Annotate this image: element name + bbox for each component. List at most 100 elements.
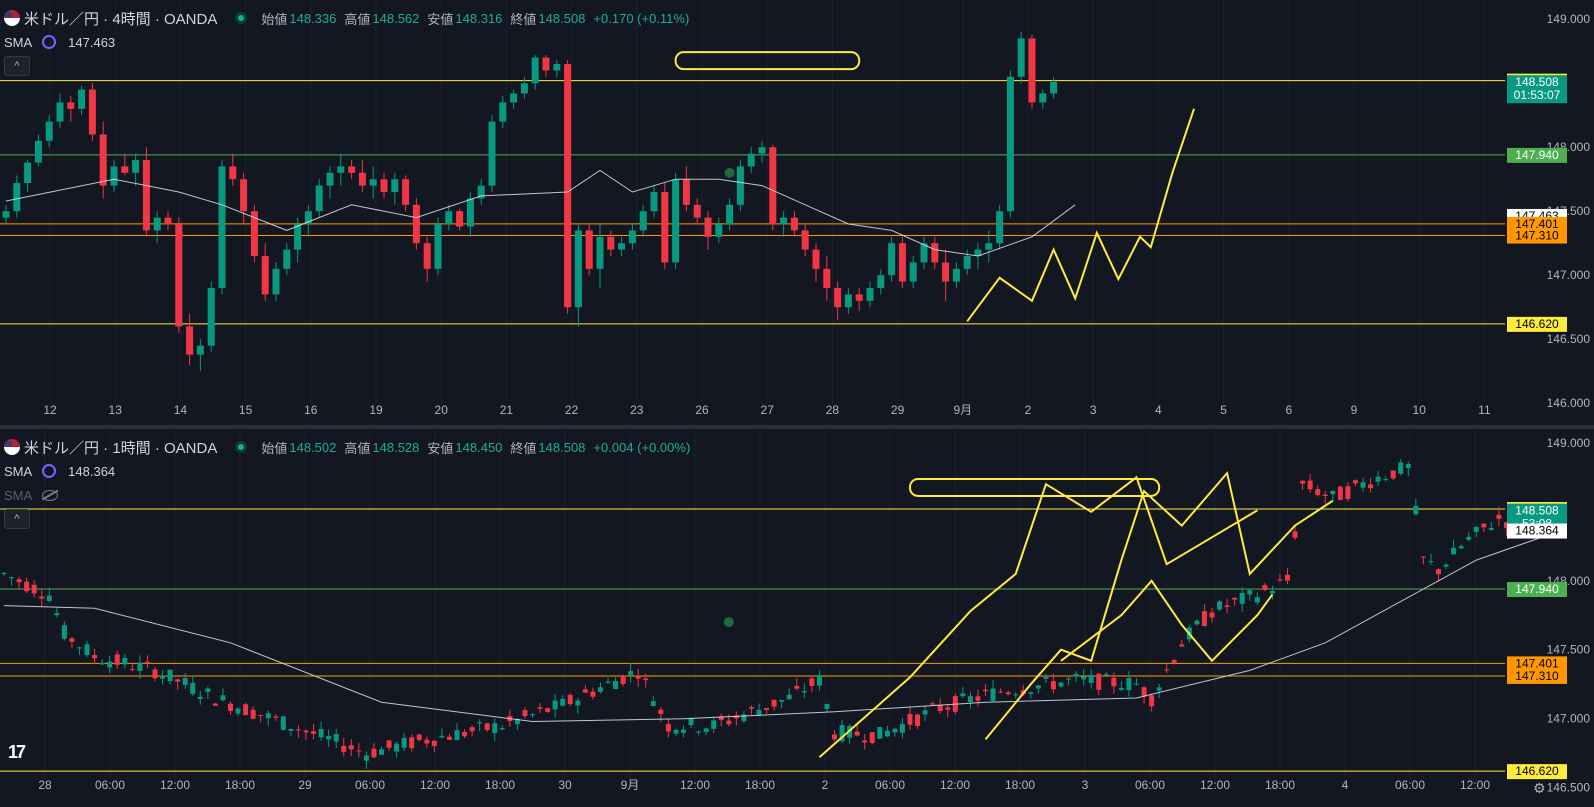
- candle-body: [748, 707, 754, 709]
- x-tick-label: 28: [826, 403, 840, 417]
- price-tag-label: 146.620: [1515, 764, 1559, 778]
- indicator-name[interactable]: SMA: [4, 463, 33, 479]
- candle-body: [1277, 579, 1283, 581]
- candle-body: [963, 256, 971, 269]
- alert-marker: [723, 617, 734, 628]
- candle-body: [1443, 564, 1449, 567]
- candle-body: [786, 694, 792, 700]
- chevron-up-icon: ^: [14, 513, 20, 525]
- candle-body: [888, 243, 896, 276]
- candle-body: [756, 709, 762, 716]
- candle-body: [273, 716, 279, 718]
- candle-body: [265, 713, 271, 719]
- x-tick-label: 18:00: [225, 778, 255, 792]
- x-tick-label: 15: [239, 403, 253, 417]
- candle-body: [283, 249, 291, 269]
- candle-body: [585, 230, 593, 269]
- candle-body: [1039, 93, 1047, 103]
- candle-body: [1118, 687, 1124, 690]
- x-tick-label: 22: [565, 403, 579, 417]
- candle-body: [401, 737, 407, 748]
- chart-pane-4h[interactable]: 149.000 148.000 147.500 147.000 146.500 146.0…: [0, 0, 1594, 425]
- candle-body: [1292, 531, 1298, 538]
- candle-body: [1141, 687, 1147, 697]
- x-tick-label: 29: [298, 778, 312, 792]
- price-tag-label: 147.401: [1515, 656, 1559, 670]
- candle-body: [607, 236, 615, 250]
- candle-body: [311, 731, 317, 734]
- candle-body: [688, 718, 694, 726]
- candle-body: [884, 730, 890, 737]
- eye-off-icon[interactable]: [42, 489, 59, 501]
- candle-body: [639, 211, 647, 231]
- candle-body: [1488, 527, 1494, 530]
- candle-body: [1503, 522, 1509, 529]
- candle-body: [153, 217, 161, 231]
- candle-body: [1164, 669, 1170, 671]
- candle-body: [1103, 674, 1109, 676]
- symbol-title[interactable]: 米ドル／円 · 4時間 · OANDA: [24, 10, 218, 28]
- candle-body: [31, 584, 37, 594]
- candle-body: [596, 236, 604, 269]
- chart-canvas-4h[interactable]: 149.000148.000147.500147.000146.500146.0…: [0, 0, 1594, 425]
- x-tick-label: 2: [822, 778, 829, 792]
- candle-body: [866, 288, 874, 301]
- candle-body: [326, 736, 332, 740]
- indicator-name[interactable]: SMA: [4, 34, 33, 50]
- candle-body: [661, 192, 669, 263]
- candle-body: [333, 734, 339, 742]
- collapse-legend-button[interactable]: ^: [4, 509, 30, 529]
- candle-body: [1111, 677, 1117, 687]
- candle-body: [769, 147, 777, 225]
- candle-body: [1201, 611, 1207, 627]
- ohlc-high-value: 148.528: [372, 439, 420, 455]
- candle-body: [34, 140, 42, 163]
- candle-body: [409, 737, 415, 749]
- candle-body: [1058, 682, 1064, 687]
- chart-pane-1h[interactable]: 149.000 148.000 147.500 147.000 146.500 28 06:…: [0, 429, 1594, 807]
- candle-body: [575, 700, 581, 706]
- collapse-legend-button[interactable]: ^: [4, 56, 30, 76]
- loading-icon: [42, 35, 57, 49]
- symbol-title[interactable]: 米ドル／円 · 1時間 · OANDA: [24, 439, 218, 457]
- candle-body: [643, 678, 649, 681]
- candle-body: [520, 83, 528, 94]
- candle-body: [839, 725, 845, 742]
- candle-body: [1066, 678, 1072, 680]
- candle-body: [741, 714, 747, 722]
- candle-body: [931, 243, 939, 263]
- candle-body: [326, 172, 334, 186]
- price-tag-bg: [1507, 228, 1567, 244]
- price-tag-bg: [1507, 147, 1567, 163]
- price-tag-label: 146.620: [1515, 317, 1559, 331]
- candle-body: [790, 217, 798, 231]
- candle-body: [16, 579, 22, 583]
- candle-body: [650, 192, 658, 212]
- ohlc-change: +0.004 (+0.00%): [593, 439, 691, 455]
- candle-body: [975, 696, 981, 701]
- legend-1h: 米ドル／円 · 1時間 · OANDA 始値 148.502 高値 148.528 …: [4, 435, 698, 531]
- candle-body: [167, 669, 173, 682]
- candle-body: [834, 288, 842, 308]
- pane-divider[interactable]: [0, 425, 1594, 429]
- x-tick-label: 06:00: [1135, 778, 1165, 792]
- candle-body: [412, 204, 420, 244]
- candle-body: [220, 695, 226, 701]
- drawing-path: [966, 108, 1195, 322]
- x-tick-label: 27: [761, 403, 775, 417]
- gear-icon[interactable]: ⚙: [1533, 780, 1546, 796]
- candle-body: [1337, 486, 1343, 500]
- tradingview-logo[interactable]: 17: [8, 742, 26, 762]
- candle-body: [909, 262, 917, 282]
- candle-body: [681, 729, 686, 733]
- price-tag-label: 147.401: [1515, 217, 1559, 231]
- x-tick-label: 3: [1082, 778, 1089, 792]
- candle-body: [54, 613, 60, 616]
- price-tag: 146.620: [1507, 764, 1567, 780]
- x-tick-label: 18:00: [485, 778, 515, 792]
- indicator-name-hidden[interactable]: SMA: [4, 487, 33, 503]
- ohlc-low-value: 148.450: [455, 439, 503, 455]
- candle-body: [39, 596, 45, 599]
- candle-body: [816, 675, 822, 686]
